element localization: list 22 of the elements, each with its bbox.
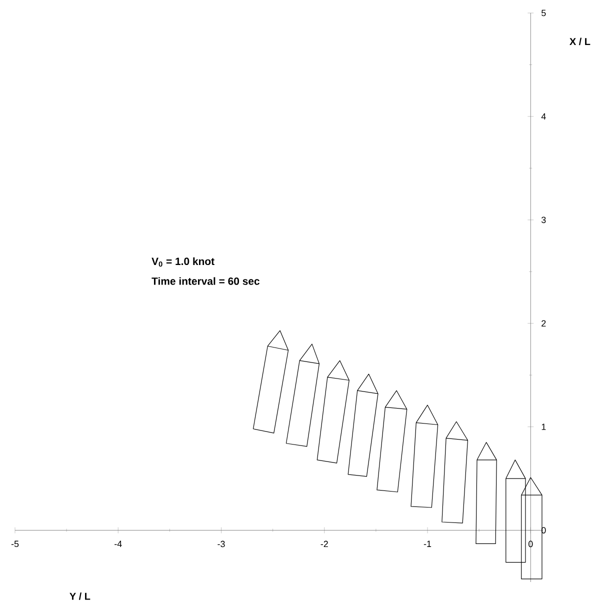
- x-tick-label: -4: [114, 540, 122, 547]
- x-tick-label: -5: [11, 540, 19, 548]
- line-series: [286, 344, 320, 447]
- annotation: Time interval = 60 sec: [152, 277, 260, 285]
- x-axis-title: Y / L: [70, 592, 90, 600]
- x-tick-label: -3: [218, 540, 225, 548]
- y-tick-label: 3: [542, 216, 546, 224]
- x-tick-label: 0: [528, 540, 533, 548]
- y-tick-label: 2: [542, 320, 546, 326]
- line-series: [410, 404, 438, 508]
- y-tick-label: 4: [541, 113, 546, 120]
- line-series: [442, 421, 468, 524]
- line-series: [316, 360, 350, 464]
- line-series: [376, 390, 408, 492]
- line-series: [252, 330, 289, 434]
- y-tick-label: 5: [542, 10, 546, 16]
- line-series: [348, 374, 378, 477]
- annotation: V$_{0}$ = 1.0 knot: [152, 257, 214, 267]
- x-tick-label: -2: [320, 540, 328, 548]
- y-axis-title: X / L: [570, 38, 590, 46]
- x-tick-label: -1: [424, 540, 432, 547]
- y-tick-label: 1: [542, 424, 546, 430]
